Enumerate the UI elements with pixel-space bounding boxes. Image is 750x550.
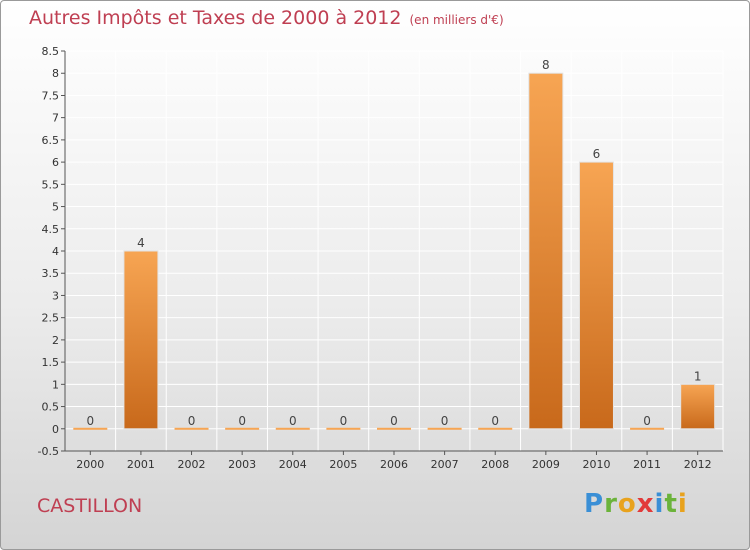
bar-value-label: 0 (86, 414, 94, 428)
x-tick-label: 2012 (684, 458, 712, 471)
bar (123, 250, 159, 430)
bar (680, 383, 716, 430)
x-tick-label: 2011 (633, 458, 661, 471)
bar-value-label: 4 (137, 236, 145, 250)
chart-title: Autres Impôts et Taxes de 2000 à 2012 (en… (29, 7, 504, 29)
x-tick-label: 2003 (228, 458, 256, 471)
y-tick-label: 8 (52, 67, 59, 80)
x-tick-label: 2004 (279, 458, 307, 471)
bar (478, 427, 513, 430)
x-tick-label: 2008 (481, 458, 509, 471)
bar-value-label: 0 (188, 414, 196, 428)
y-tick-label: 4.5 (42, 223, 60, 236)
y-tick-label: 7.5 (42, 89, 60, 102)
bar (377, 427, 411, 430)
x-tick-label: 2009 (532, 458, 560, 471)
bar (578, 161, 614, 430)
y-tick-label: 2.5 (42, 312, 60, 325)
x-tick-label: 2006 (380, 458, 408, 471)
bar (174, 427, 209, 430)
y-tick-label: 0.5 (42, 401, 60, 414)
bar-value-label: 0 (491, 414, 499, 428)
bar (427, 427, 462, 430)
bar (225, 427, 260, 430)
y-tick-label: 0 (52, 423, 59, 436)
chart-unit: (en milliers d'€) (409, 13, 504, 27)
bar-value-label: 0 (340, 414, 348, 428)
y-tick-label: 5.5 (42, 178, 60, 191)
x-tick-label: 2001 (127, 458, 155, 471)
bar (73, 427, 108, 430)
y-tick-label: 1.5 (42, 356, 60, 369)
bar-value-label: 0 (238, 414, 246, 428)
bar-value-label: 8 (542, 58, 550, 72)
bar (630, 427, 665, 430)
y-tick-label: 8.5 (42, 45, 60, 58)
bar (326, 427, 361, 430)
y-tick-label: 6 (52, 156, 59, 169)
bar-value-label: 0 (289, 414, 297, 428)
commune-name: CASTILLON (37, 495, 143, 517)
bar-value-label: 0 (390, 414, 398, 428)
y-tick-label: 2 (52, 334, 59, 347)
y-tick-label: 1 (52, 378, 59, 391)
x-tick-label: 2010 (582, 458, 610, 471)
bar-value-label: 6 (593, 147, 601, 161)
bar-value-label: 0 (441, 414, 449, 428)
grid-layer (64, 50, 724, 452)
label-layer: 0 4 0 0 0 0 0 0 0 8 6 0 1 (86, 58, 701, 428)
y-tick-label: 7 (52, 112, 59, 125)
bar (528, 72, 564, 430)
y-tick-label: 4 (52, 245, 59, 258)
chart-title-text: Autres Impôts et Taxes de 2000 à 2012 (29, 7, 402, 29)
y-tick-label: 3.5 (42, 267, 60, 280)
y-tick-label: 6.5 (42, 134, 60, 147)
bar (275, 427, 310, 430)
bar-layer (73, 72, 716, 430)
x-tick-label: 2002 (178, 458, 206, 471)
x-tick-label: 2005 (329, 458, 357, 471)
proxiti-logo: Proxiti (584, 489, 688, 519)
y-tick-label: -0.5 (38, 445, 59, 458)
y-tick-label: 3 (52, 289, 59, 302)
y-tick-label: 5 (52, 201, 59, 214)
x-tick-label: 2007 (431, 458, 459, 471)
axis-layer: -0.5 0 0.5 1 1.5 2 2.5 3 3.5 4 4.5 5 5.5 6 6.5 7 7.5 8 8.5… (38, 45, 723, 471)
x-tick-label: 2000 (76, 458, 104, 471)
bar-value-label: 1 (694, 369, 702, 383)
bar-value-label: 0 (643, 414, 651, 428)
